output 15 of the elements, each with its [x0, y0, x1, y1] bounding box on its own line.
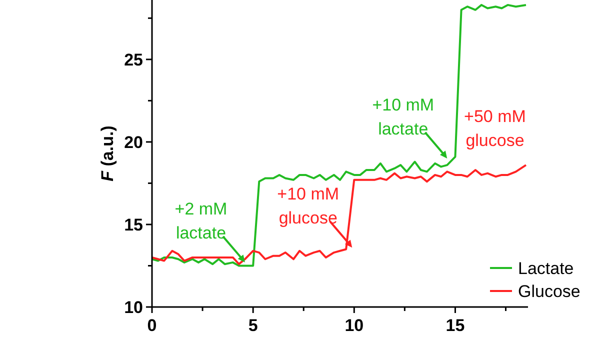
x-tick-label: 10 [344, 316, 364, 335]
legend-label: Glucose [518, 282, 580, 301]
annotation: +10 mM glucose [277, 184, 340, 228]
y-tick-label: 15 [124, 215, 143, 234]
annotation: +10 mM lactate [372, 95, 434, 138]
x-tick-label: 0 [147, 316, 157, 335]
y-axis-title: F (a.u.) [98, 126, 117, 182]
x-tick-label: 15 [446, 316, 465, 335]
annotation: +2 mM lactate [174, 199, 228, 242]
x-tick-label: 5 [248, 316, 258, 335]
y-tick-label: 10 [124, 298, 143, 317]
y-tick-label: 25 [124, 50, 143, 70]
annotation: +50 mM glucose [464, 107, 526, 150]
legend-label: Lactate [518, 258, 574, 278]
y-tick-label: 20 [124, 132, 143, 152]
